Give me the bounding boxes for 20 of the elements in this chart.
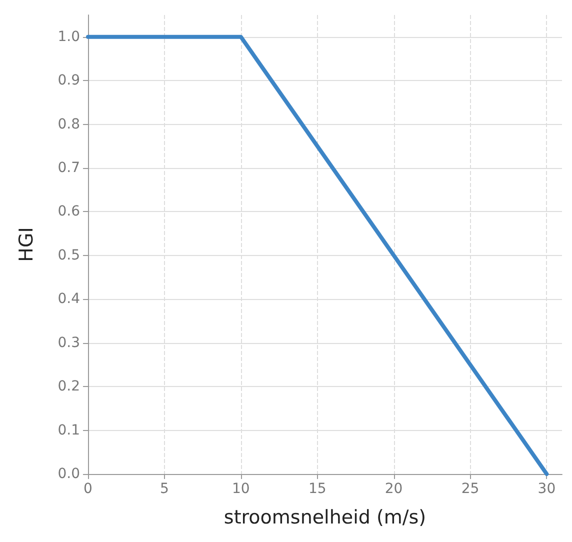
x-tick-label: 10 (232, 481, 250, 497)
x-tick-label: 0 (84, 481, 92, 497)
y-tick-label: 0.7 (58, 160, 80, 176)
y-axis-title: HGI (16, 227, 38, 262)
x-tick-label: 20 (384, 481, 403, 497)
y-tick-label: 0.8 (58, 116, 80, 132)
y-tick-label: 0.9 (58, 72, 80, 89)
x-tick-label: 25 (461, 481, 480, 497)
x-tick-label: 15 (308, 481, 326, 497)
y-tick-label: 0.2 (58, 378, 80, 395)
y-tick-label: 1.0 (58, 28, 80, 45)
x-tick-label: 5 (160, 481, 169, 497)
y-tick-label: 0.1 (58, 422, 80, 438)
x-tick-label: 30 (538, 481, 556, 497)
x-axis-title: stroomsnelheid (m/s) (224, 506, 426, 528)
y-tick-label: 0.5 (58, 247, 80, 264)
y-tick-label: 0.6 (58, 204, 80, 220)
y-tick-label: 0.0 (58, 466, 80, 482)
y-tick-label: 0.3 (58, 334, 80, 351)
y-tick-label: 0.4 (58, 291, 80, 308)
